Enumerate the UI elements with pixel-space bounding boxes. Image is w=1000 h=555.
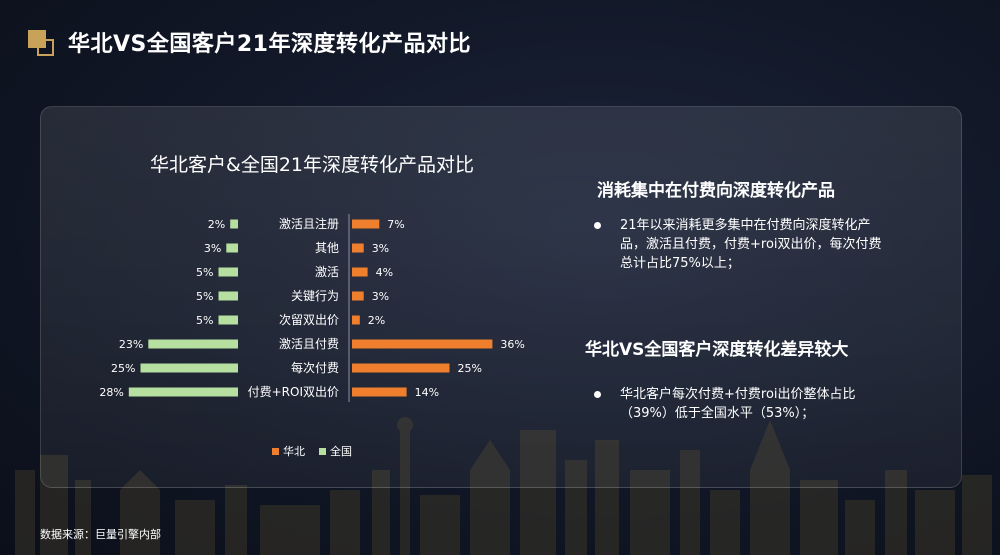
legend-label-quanguo: 全国 [330, 444, 352, 458]
data-label-quanguo: 5% [196, 314, 213, 327]
insight-heading-2: 华北VS全国客户深度转化差异较大 [585, 340, 849, 360]
category-label: 激活且注册 [279, 216, 339, 231]
category-label: 激活且付费 [279, 337, 339, 351]
bar-huabei [352, 267, 368, 277]
category-label: 激活 [315, 265, 339, 279]
insight-text-2: 华北客户每次付费+付费roi出价整体占比（39%）低于全国水平（53%）； [620, 387, 856, 421]
data-label-huabei: 3% [372, 242, 389, 255]
insight-bullet-2: 华北客户每次付费+付费roi出价整体占比（39%）低于全国水平（53%）； [594, 385, 880, 423]
data-label-quanguo: 25% [111, 362, 135, 375]
data-label-huabei: 3% [372, 290, 389, 303]
data-label-quanguo: 23% [119, 338, 143, 351]
insight-text-1: 21年以来消耗更多集中在付费向深度转化产品，激活且付费，付费+roi双出价，每次… [620, 218, 882, 271]
insight-bullet-1: 21年以来消耗更多集中在付费向深度转化产品，激活且付费，付费+roi双出价，每次… [594, 216, 890, 273]
data-label-huabei: 36% [500, 338, 524, 351]
bar-huabei [352, 363, 450, 373]
legend-swatch-quanguo [319, 448, 326, 455]
bar-huabei [352, 243, 364, 253]
bar-huabei [352, 315, 360, 325]
bar-quanguo [128, 387, 238, 397]
bullet-dot-icon [594, 391, 601, 398]
bar-huabei [352, 387, 407, 397]
bar-huabei [352, 291, 364, 301]
data-label-quanguo: 28% [99, 386, 123, 399]
page-title: 华北VS全国客户21年深度转化产品对比 [68, 32, 471, 57]
data-label-huabei: 2% [368, 314, 385, 327]
bar-quanguo [148, 339, 238, 349]
bar-huabei [352, 339, 493, 349]
data-label-huabei: 14% [415, 386, 439, 399]
data-label-huabei: 25% [458, 362, 482, 375]
category-label: 每次付费 [291, 360, 339, 375]
data-label-quanguo: 3% [204, 242, 221, 255]
bullet-dot-icon [594, 222, 601, 229]
data-label-quanguo: 5% [196, 290, 213, 303]
bar-quanguo [218, 291, 238, 301]
category-label: 付费+ROI双出价 [248, 385, 339, 399]
bar-quanguo [218, 315, 238, 325]
legend-label-huabei: 华北 [283, 444, 305, 458]
data-label-huabei: 7% [387, 218, 404, 231]
category-label: 关键行为 [291, 289, 339, 303]
legend-swatch-huabei [272, 448, 279, 455]
bar-huabei [352, 219, 380, 229]
data-label-huabei: 4% [376, 266, 393, 279]
chart-title: 华北客户&全国21年深度转化产品对比 [150, 154, 474, 176]
bar-quanguo [140, 363, 238, 373]
insight-heading-1: 消耗集中在付费向深度转化产品 [597, 181, 835, 201]
category-label: 其他 [315, 241, 339, 255]
logo-mark [28, 30, 54, 56]
data-source-note: 数据来源：巨量引擎内部 [40, 528, 161, 541]
data-label-quanguo: 2% [208, 218, 225, 231]
data-label-quanguo: 5% [196, 266, 213, 279]
bar-quanguo [230, 219, 238, 229]
category-label: 次留双出价 [279, 313, 339, 327]
bar-quanguo [218, 267, 238, 277]
bar-quanguo [226, 243, 238, 253]
content-panel [40, 106, 962, 488]
